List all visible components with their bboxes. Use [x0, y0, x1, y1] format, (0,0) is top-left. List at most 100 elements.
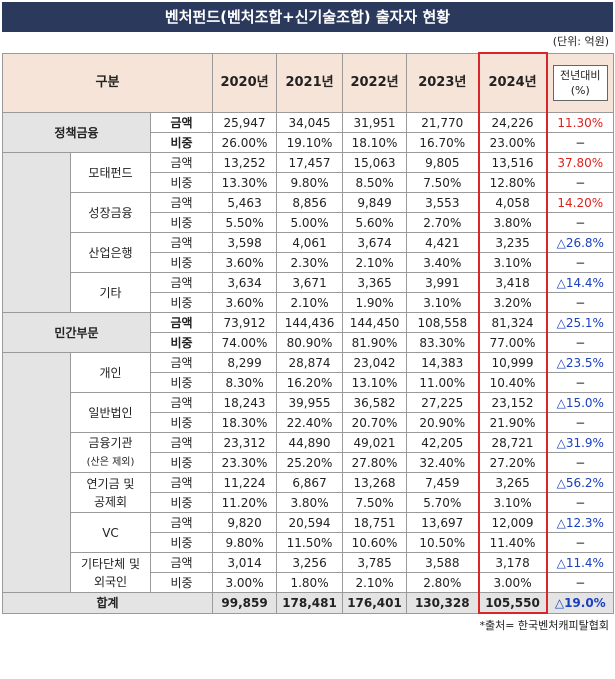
- value: 31,951: [342, 112, 408, 133]
- metric: 금액: [149, 512, 214, 533]
- change: 37.80%: [546, 152, 615, 173]
- value: 20,594: [276, 512, 344, 533]
- value: 18,243: [212, 392, 278, 413]
- value: 178,481: [276, 592, 344, 614]
- value: 4,421: [406, 232, 480, 253]
- value: 77.00%: [477, 332, 548, 353]
- row: 비중 18.30% 22.40% 20.70% 20.90% 21.90% −: [3, 412, 615, 433]
- value: 9,820: [212, 512, 278, 533]
- header-cell: 2024년: [477, 52, 548, 113]
- value: 3.80%: [276, 492, 344, 513]
- change-header: 전년대비 (%): [553, 64, 608, 101]
- value: 3.20%: [477, 292, 548, 313]
- value: 7.50%: [342, 492, 408, 513]
- subgroup-label: 연기금 및 공제회: [70, 472, 151, 513]
- value: 2.10%: [342, 572, 408, 593]
- subgroup-label-line: 기타단체 및: [80, 556, 140, 571]
- metric: 금액: [149, 552, 214, 573]
- value: 3.00%: [212, 572, 278, 593]
- metric: 금액: [149, 312, 214, 333]
- value: 80.90%: [276, 332, 344, 353]
- value: 18,751: [342, 512, 408, 533]
- source: *출처= 한국벤처캐피탈협회: [479, 619, 609, 632]
- value: 25.20%: [276, 452, 344, 473]
- value: 28,874: [276, 352, 344, 373]
- subgroup-label-line: 외국인: [93, 574, 128, 589]
- header-cell: 2023년: [406, 52, 480, 113]
- value: 130,328: [406, 592, 480, 614]
- value: 3,365: [342, 272, 408, 293]
- value: 34,045: [276, 112, 344, 133]
- data-table: 구분 2020년 2021년 2022년 2023년 2024년 전년대비 (%) 정책금융 금액…: [1, 52, 615, 614]
- value: 2.30%: [276, 252, 344, 273]
- row: 비중 26.00% 19.10% 18.10% 16.70% 23.00% −: [3, 132, 615, 153]
- subgroup-label: 금융기관 (산은 제외): [70, 432, 151, 473]
- title: 벤처펀드(벤처조합+신기술조합) 출자자 현황: [2, 2, 613, 32]
- change: △14.4%: [546, 272, 615, 293]
- value: 5.70%: [406, 492, 480, 513]
- value: 11.50%: [276, 532, 344, 553]
- value: 23.30%: [212, 452, 278, 473]
- row: 비중 8.30% 16.20% 13.10% 11.00% 10.40% −: [3, 372, 615, 393]
- change: △56.2%: [546, 472, 615, 493]
- row: 기타단체 및 외국인 금액 3,014 3,256 3,785 3,588 3,178 △11.…: [3, 552, 615, 593]
- change-header-line: 전년대비: [560, 68, 601, 82]
- metric: 비중: [149, 412, 214, 433]
- value: 5.50%: [212, 212, 278, 233]
- value: 144,436: [276, 312, 344, 333]
- value: 13,697: [406, 512, 480, 533]
- value: 2.70%: [406, 212, 480, 233]
- metric: 비중: [149, 492, 214, 513]
- value: 17,457: [276, 152, 344, 173]
- section-band: [2, 152, 71, 313]
- subgroup-label-line: VC: [102, 525, 119, 540]
- row: VC 금액 9,820 20,594 18,751 13,697 12,009 △12.3%: [3, 512, 615, 553]
- value: 3,598: [212, 232, 278, 253]
- value: 3,418: [477, 272, 548, 293]
- change: △26.8%: [546, 232, 615, 253]
- value: 10.40%: [477, 372, 548, 393]
- value: 8.50%: [342, 172, 408, 193]
- value: 20.90%: [406, 412, 480, 433]
- value: 13.10%: [342, 372, 408, 393]
- value: 105,550: [477, 592, 548, 614]
- metric: 비중: [149, 532, 214, 553]
- value: 99,859: [212, 592, 278, 614]
- value: 39,955: [276, 392, 344, 413]
- row: 비중 23.30% 25.20% 27.80% 32.40% 27.20% −: [3, 452, 615, 473]
- value: 3,671: [276, 272, 344, 293]
- value: 21.90%: [477, 412, 548, 433]
- value: 28,721: [477, 432, 548, 453]
- value: 5.00%: [276, 212, 344, 233]
- metric: 비중: [149, 452, 214, 473]
- value: 19.10%: [276, 132, 344, 153]
- row: 민간부문 금액 73,912 144,436 144,450 108,558 81,324 △…: [2, 312, 615, 353]
- subgroup-label: 모태펀드: [70, 152, 151, 193]
- change: −: [546, 452, 615, 473]
- change: −: [546, 172, 615, 193]
- subgroup-label: 성장금융: [70, 192, 151, 233]
- change: △19.0%: [546, 592, 615, 614]
- change: −: [546, 412, 615, 433]
- value: 42,205: [406, 432, 480, 453]
- subgroup-label-line: 기타: [99, 285, 122, 300]
- value: 13,268: [342, 472, 408, 493]
- value: 26.00%: [212, 132, 278, 153]
- value: 2.10%: [276, 292, 344, 313]
- value: 3,991: [406, 272, 480, 293]
- value: 23,152: [477, 392, 548, 413]
- subgroup-label-line: 성장금융: [88, 205, 133, 220]
- value: 8,299: [212, 352, 278, 373]
- value: 81.90%: [342, 332, 408, 353]
- change: △25.1%: [546, 312, 615, 333]
- value: 3.60%: [212, 252, 278, 273]
- row: 성장금융 금액 5,463 8,856 9,849 3,553 4,058 14.20%: [3, 192, 615, 233]
- value: 7,459: [406, 472, 480, 493]
- change: −: [546, 492, 615, 513]
- value: 22.40%: [276, 412, 344, 433]
- value: 24,226: [477, 112, 548, 133]
- metric: 비중: [149, 332, 214, 353]
- value: 73,912: [212, 312, 278, 333]
- change: △15.0%: [546, 392, 615, 413]
